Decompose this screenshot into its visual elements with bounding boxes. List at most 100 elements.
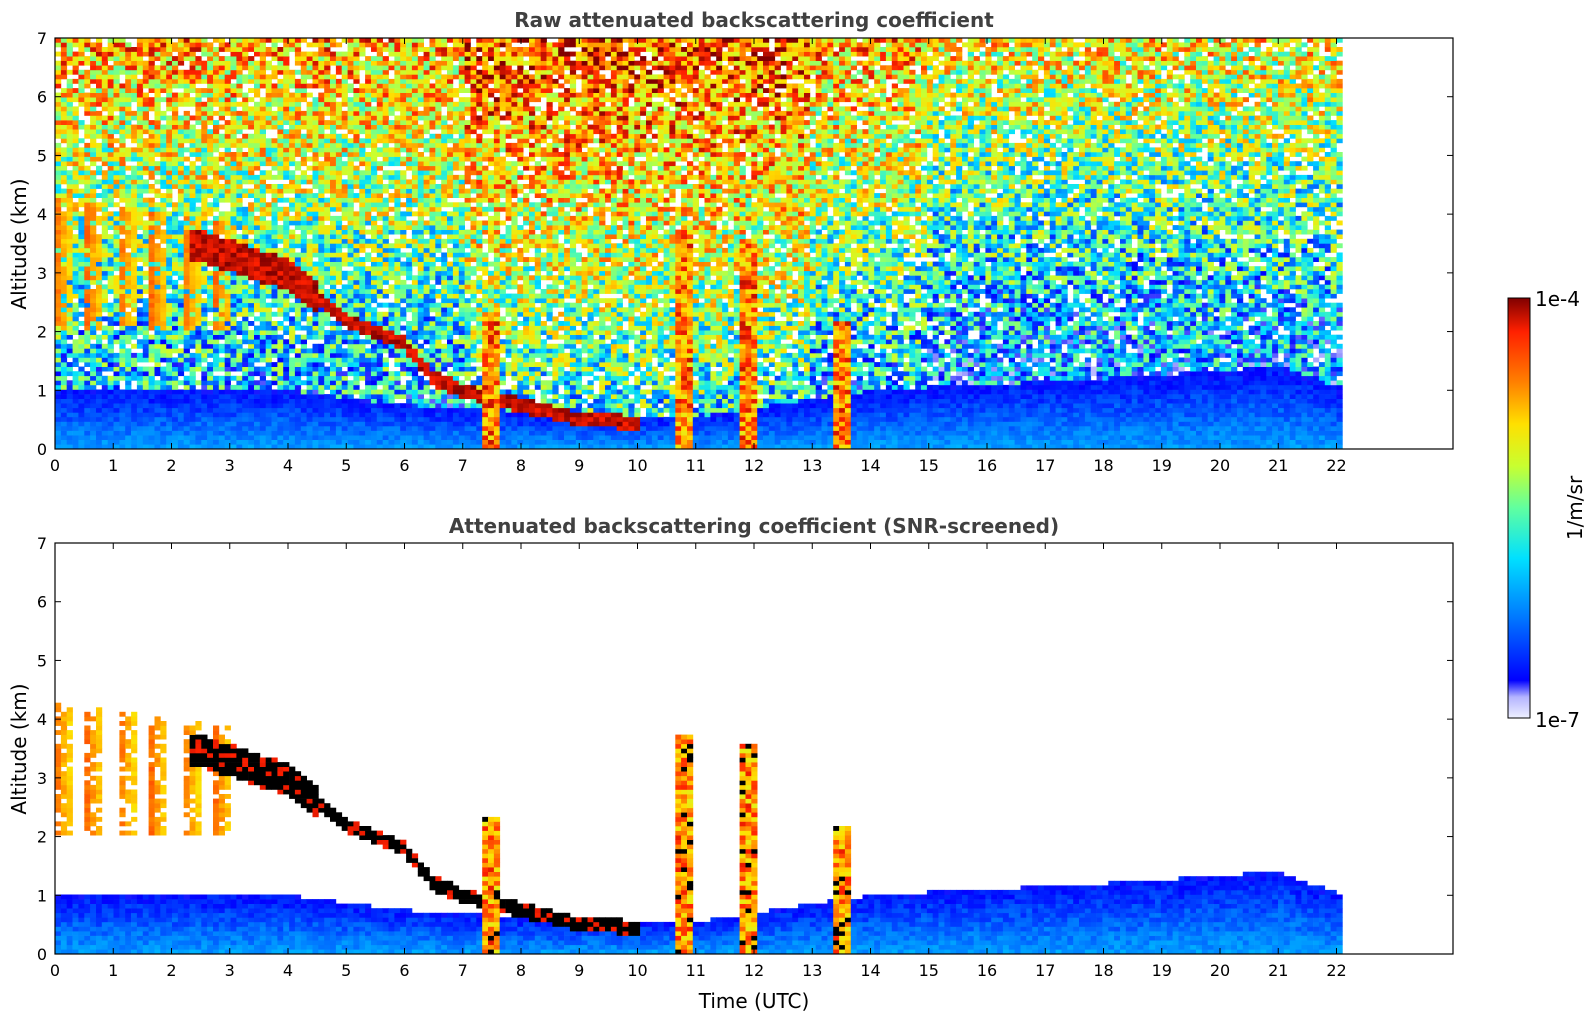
heatmap-cell [394,389,401,395]
heatmap-cell [72,439,79,445]
heatmap-cell [224,42,231,48]
heatmap-cell [388,302,395,308]
heatmap-cell [371,120,378,125]
heatmap-cell [189,270,196,276]
heatmap-cell [224,430,231,436]
heatmap-cell [283,426,290,431]
heatmap-cell [189,174,196,180]
heatmap-cell [306,352,313,358]
heatmap-cell [230,225,237,230]
heatmap-cell [218,69,225,75]
heatmap-cell [101,60,108,66]
heatmap-cell [283,444,290,449]
heatmap-cell [353,439,360,445]
heatmap-cell [90,307,97,313]
heatmap-cell [271,56,278,61]
heatmap-cell [230,444,237,449]
heatmap-cell [306,83,313,89]
heatmap-cell [96,78,103,84]
heatmap-cell [177,311,185,317]
heatmap-cell [341,60,348,66]
heatmap-cell [101,398,108,404]
heatmap-cell [189,435,196,440]
heatmap-cell [259,426,266,431]
chart-title-raw: Raw attenuated backscattering coefficien… [514,8,994,32]
heatmap-cell [207,275,214,281]
heatmap-cell [335,215,343,221]
heatmap-cell [318,252,325,258]
heatmap-cell [242,225,249,230]
heatmap-cell [78,74,85,80]
heatmap-cell [259,316,266,322]
heatmap-cell [230,348,237,354]
heatmap-cell [277,60,284,66]
heatmap-cell [101,184,108,189]
heatmap-cell [131,330,138,335]
heatmap-cell [365,362,372,367]
heatmap-cell [107,234,114,240]
heatmap-cell [318,78,325,84]
heatmap-cell [371,60,378,66]
heatmap-cell [218,124,225,130]
heatmap-cell [72,357,79,363]
heatmap-cell [341,284,348,290]
heatmap-cell [172,403,179,409]
heatmap-cell [271,371,278,377]
heatmap-cell [359,444,366,449]
heatmap-cell [359,188,366,194]
heatmap-cell [289,42,296,48]
heatmap-cell [254,307,261,313]
heatmap-cell [60,416,68,422]
heatmap-cell [195,184,202,189]
heatmap-cell [283,161,290,167]
heatmap-cell [107,193,114,198]
heatmap-cell [388,252,395,258]
heatmap-cell [107,97,114,103]
heatmap-cell [131,279,138,285]
heatmap-cell [107,69,114,75]
heatmap-cell [136,307,144,313]
heatmap-cell [107,375,114,381]
heatmap-cell [119,412,126,418]
heatmap-cell [277,161,284,167]
heatmap-cell [359,302,366,308]
heatmap-cell [341,321,348,326]
heatmap-cell [312,147,319,153]
heatmap-cell [90,416,97,422]
heatmap-cell [230,110,237,116]
heatmap-cell [388,289,395,294]
heatmap-cell [318,220,325,226]
heatmap-cell [90,330,97,335]
heatmap-cell [242,106,249,112]
heatmap-cell [101,152,108,157]
heatmap-cell [119,325,126,331]
heatmap-cell [353,389,360,395]
heatmap-cell [189,165,196,171]
heatmap-cell [294,184,302,189]
heatmap-cell [113,316,120,322]
heatmap-cell [154,38,161,43]
heatmap-cell [347,152,354,157]
heatmap-cell [341,261,348,267]
heatmap-cell [347,56,354,61]
heatmap-cell [213,293,220,299]
heatmap-cell [177,161,185,167]
heatmap-cell [195,257,202,262]
heatmap-cell [131,60,138,66]
heatmap-cell [324,293,331,299]
heatmap-cell [131,110,138,116]
heatmap-cell [201,65,208,71]
heatmap-cell [400,225,407,230]
heatmap-cell [213,38,220,43]
heatmap-cell [242,435,249,440]
heatmap-cell [119,197,126,203]
heatmap-cell [371,129,378,135]
heatmap-cell [119,321,126,326]
heatmap-cell [72,106,79,112]
heatmap-cell [90,65,97,71]
heatmap-cell [312,366,319,372]
heatmap-cell [271,284,278,290]
heatmap-cell [330,435,337,440]
heatmap-cell [365,384,372,390]
heatmap-cell [230,302,237,308]
